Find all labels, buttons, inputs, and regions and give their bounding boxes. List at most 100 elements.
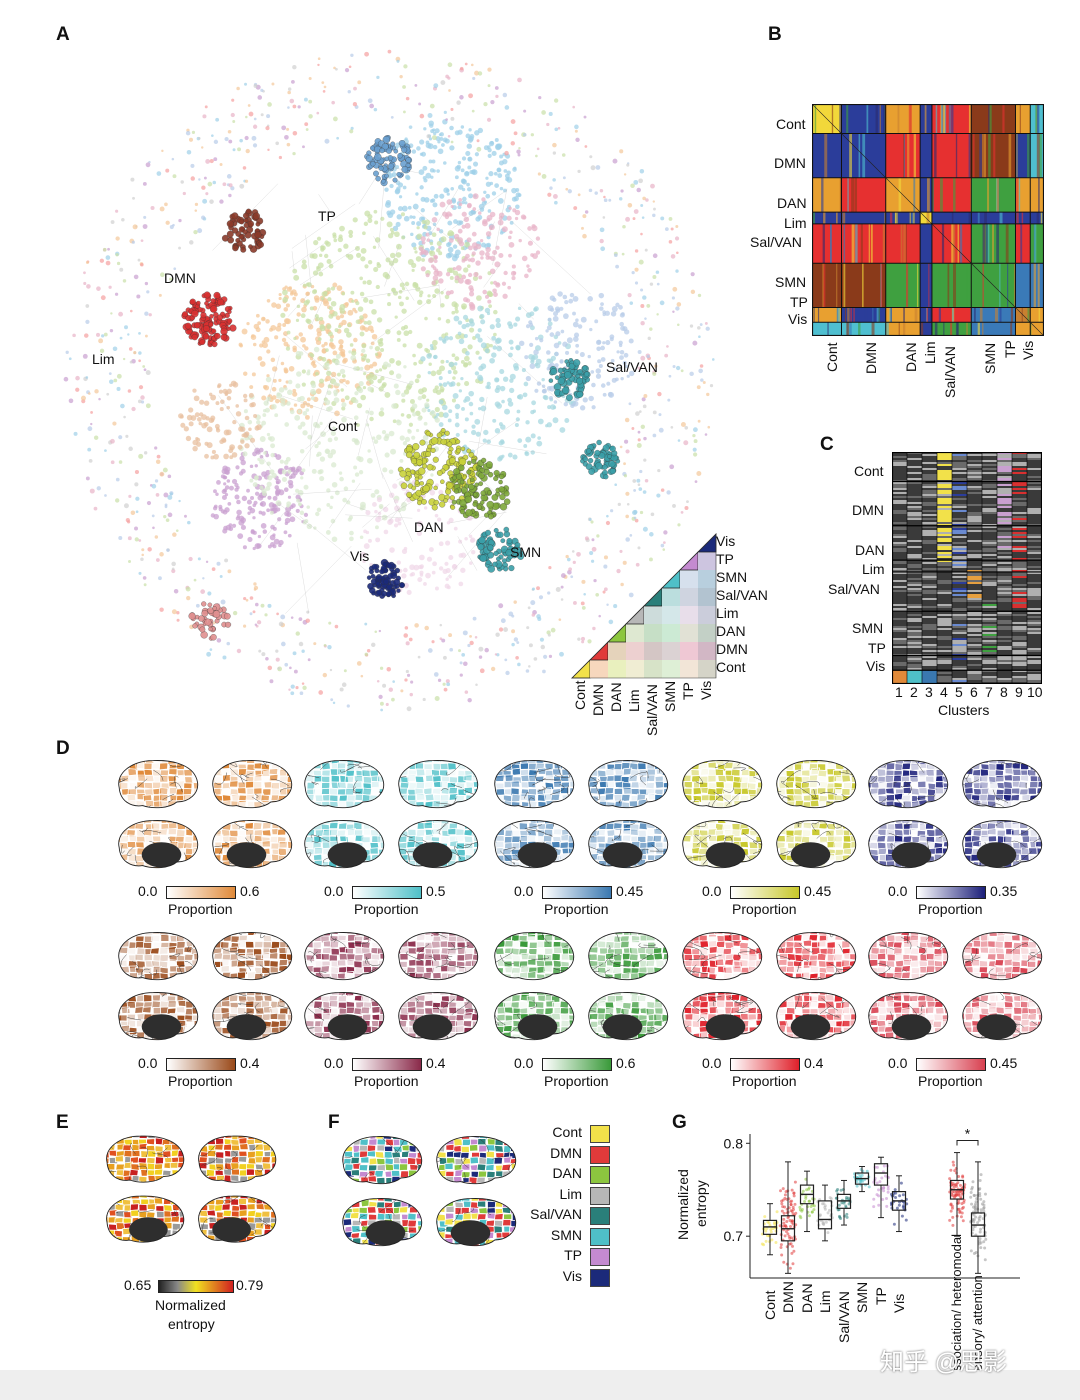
bottom-bar — [0, 1370, 1080, 1400]
matrix-col-salvan: Sal/VAN — [942, 346, 958, 398]
proportion-map-1-4-lateral-left — [676, 756, 766, 817]
proportion-colorbar-1-4 — [730, 886, 800, 899]
colorbar-min-2-5: 0.0 — [888, 1055, 908, 1071]
tri-legend-right-5: DAN — [716, 623, 746, 639]
colorbar-label-2-3: Proportion — [544, 1073, 609, 1089]
panel-label-b: B — [768, 24, 782, 45]
proportion-map-1-1-medial-left — [112, 816, 202, 877]
box-6 — [872, 1156, 891, 1219]
colorbar-min-1-4: 0.0 — [702, 883, 722, 899]
entropy-colorbar-max: 0.79 — [236, 1277, 264, 1293]
box-category-1: DMN — [780, 1280, 796, 1313]
colorbar-max-2-1: 0.4 — [240, 1055, 260, 1071]
coassignment-matrix — [812, 104, 1044, 336]
proportion-colorbar-1-3 — [542, 886, 612, 899]
box-7 — [889, 1175, 909, 1233]
panel-label-e: E — [56, 1112, 69, 1133]
proportion-map-2-4-medial-right — [770, 988, 860, 1049]
entropy-label-1: Normalized — [155, 1297, 226, 1313]
y-tick-0: 0.8 — [724, 1135, 744, 1151]
box-2 — [798, 1170, 816, 1233]
proportion-map-1-2-medial-left — [298, 816, 388, 877]
panel-label-f: F — [328, 1112, 340, 1133]
cluster-axis-label: Clusters — [938, 702, 990, 718]
network-legend-swatch-7 — [590, 1268, 610, 1287]
matrix-row-dmn: DMN — [774, 155, 806, 171]
proportion-map-2-3-lateral-right — [582, 928, 672, 989]
network-legend-label-1: DMN — [550, 1144, 582, 1161]
graph-label-cont: Cont — [328, 418, 358, 434]
tri-legend-bottom-5: SMN — [662, 680, 678, 712]
network-legend-swatch-4 — [590, 1207, 610, 1225]
colorbar-label-2-4: Proportion — [732, 1073, 797, 1089]
box-9 — [969, 1161, 988, 1274]
proportion-map-2-1-medial-right — [206, 988, 296, 1049]
network-map-lateral-left — [336, 1132, 426, 1193]
matrix-row-vis: Vis — [788, 311, 808, 327]
graph-label-lim: Lim — [92, 351, 115, 367]
proportion-map-1-5-medial-left — [862, 816, 952, 877]
box-0 — [760, 1203, 779, 1256]
proportion-colorbar-2-1 — [166, 1058, 236, 1071]
cluster-row-salvan: Sal/VAN — [828, 581, 880, 597]
box-category-3: Lim — [817, 1290, 833, 1313]
tri-legend-bottom-4: Sal/VAN — [644, 684, 660, 736]
colorbar-min-1-5: 0.0 — [888, 883, 908, 899]
proportion-colorbar-1-2 — [352, 886, 422, 899]
colorbar-max-1-2: 0.5 — [426, 883, 446, 899]
cluster-assignment-heatmap — [892, 452, 1042, 684]
matrix-col-dan: DAN — [903, 342, 919, 372]
box-category-5: SMN — [854, 1281, 870, 1313]
proportion-map-1-3-medial-right — [582, 816, 672, 877]
proportion-map-2-1-medial-left — [112, 988, 202, 1049]
tri-legend-right-2: SMN — [716, 569, 748, 585]
network-legend-label-2: DAN — [552, 1165, 582, 1181]
network-legend-label-7: Vis — [562, 1267, 582, 1284]
matrix-col-dmn: DMN — [863, 342, 879, 374]
network-legend-swatch-0 — [590, 1125, 610, 1143]
network-legend-label-5: SMN — [550, 1226, 582, 1243]
proportion-map-1-1-medial-right — [206, 816, 296, 877]
matrix-col-vis: Vis — [1020, 340, 1036, 360]
network-legend-swatch-5 — [590, 1227, 610, 1246]
cluster-number-1: 1 — [895, 684, 903, 700]
proportion-map-1-5-medial-right — [956, 816, 1046, 877]
tri-legend-bottom-3: Lim — [626, 689, 642, 712]
proportion-colorbar-1-1 — [166, 886, 236, 899]
cluster-row-vis: Vis — [866, 658, 886, 674]
matrix-col-cont: Cont — [824, 342, 840, 372]
entropy-colorbar-min: 0.65 — [124, 1277, 152, 1293]
colorbar-max-2-5: 0.45 — [990, 1055, 1018, 1071]
colorbar-max-2-3: 0.6 — [616, 1055, 636, 1071]
network-legend-swatch-6 — [590, 1248, 610, 1266]
proportion-map-2-3-lateral-left — [488, 928, 578, 989]
entropy-boxplot: 0.8 0.7 * — [724, 1126, 1020, 1279]
proportion-map-1-4-lateral-right — [770, 756, 860, 817]
tri-legend-right-3: Sal/VAN — [716, 587, 768, 603]
proportion-map-1-2-medial-right — [392, 816, 482, 877]
proportion-map-2-2-lateral-left — [298, 928, 388, 989]
tri-legend-bottom-6: TP — [680, 682, 696, 700]
cluster-row-tp: TP — [868, 640, 886, 656]
significance-star: * — [965, 1126, 971, 1142]
proportion-colorbar-2-5 — [916, 1058, 986, 1071]
entropy-map-lateral-right — [192, 1132, 280, 1191]
colorbar-min-2-3: 0.0 — [514, 1055, 534, 1071]
network-graph — [63, 49, 715, 712]
colorbar-label-1-1: Proportion — [168, 901, 233, 917]
proportion-map-2-1-lateral-right — [206, 928, 296, 989]
proportion-map-2-4-medial-left — [676, 988, 766, 1049]
cluster-row-smn: SMN — [852, 620, 884, 636]
cluster-row-dan: DAN — [855, 542, 885, 558]
proportion-map-2-5-medial-right — [956, 988, 1046, 1049]
matrix-row-smn: SMN — [775, 274, 807, 290]
matrix-row-dan: DAN — [777, 195, 807, 211]
proportion-map-2-3-medial-left — [488, 988, 578, 1049]
cluster-number-2: 2 — [910, 684, 918, 700]
colorbar-min-1-3: 0.0 — [514, 883, 534, 899]
entropy-map-medial-left — [100, 1192, 188, 1251]
proportion-map-1-1-lateral-left — [112, 756, 202, 817]
proportion-map-1-2-lateral-left — [298, 756, 388, 817]
tri-legend-right-4: Lim — [716, 605, 739, 621]
tri-legend-right-7: Cont — [716, 659, 746, 675]
